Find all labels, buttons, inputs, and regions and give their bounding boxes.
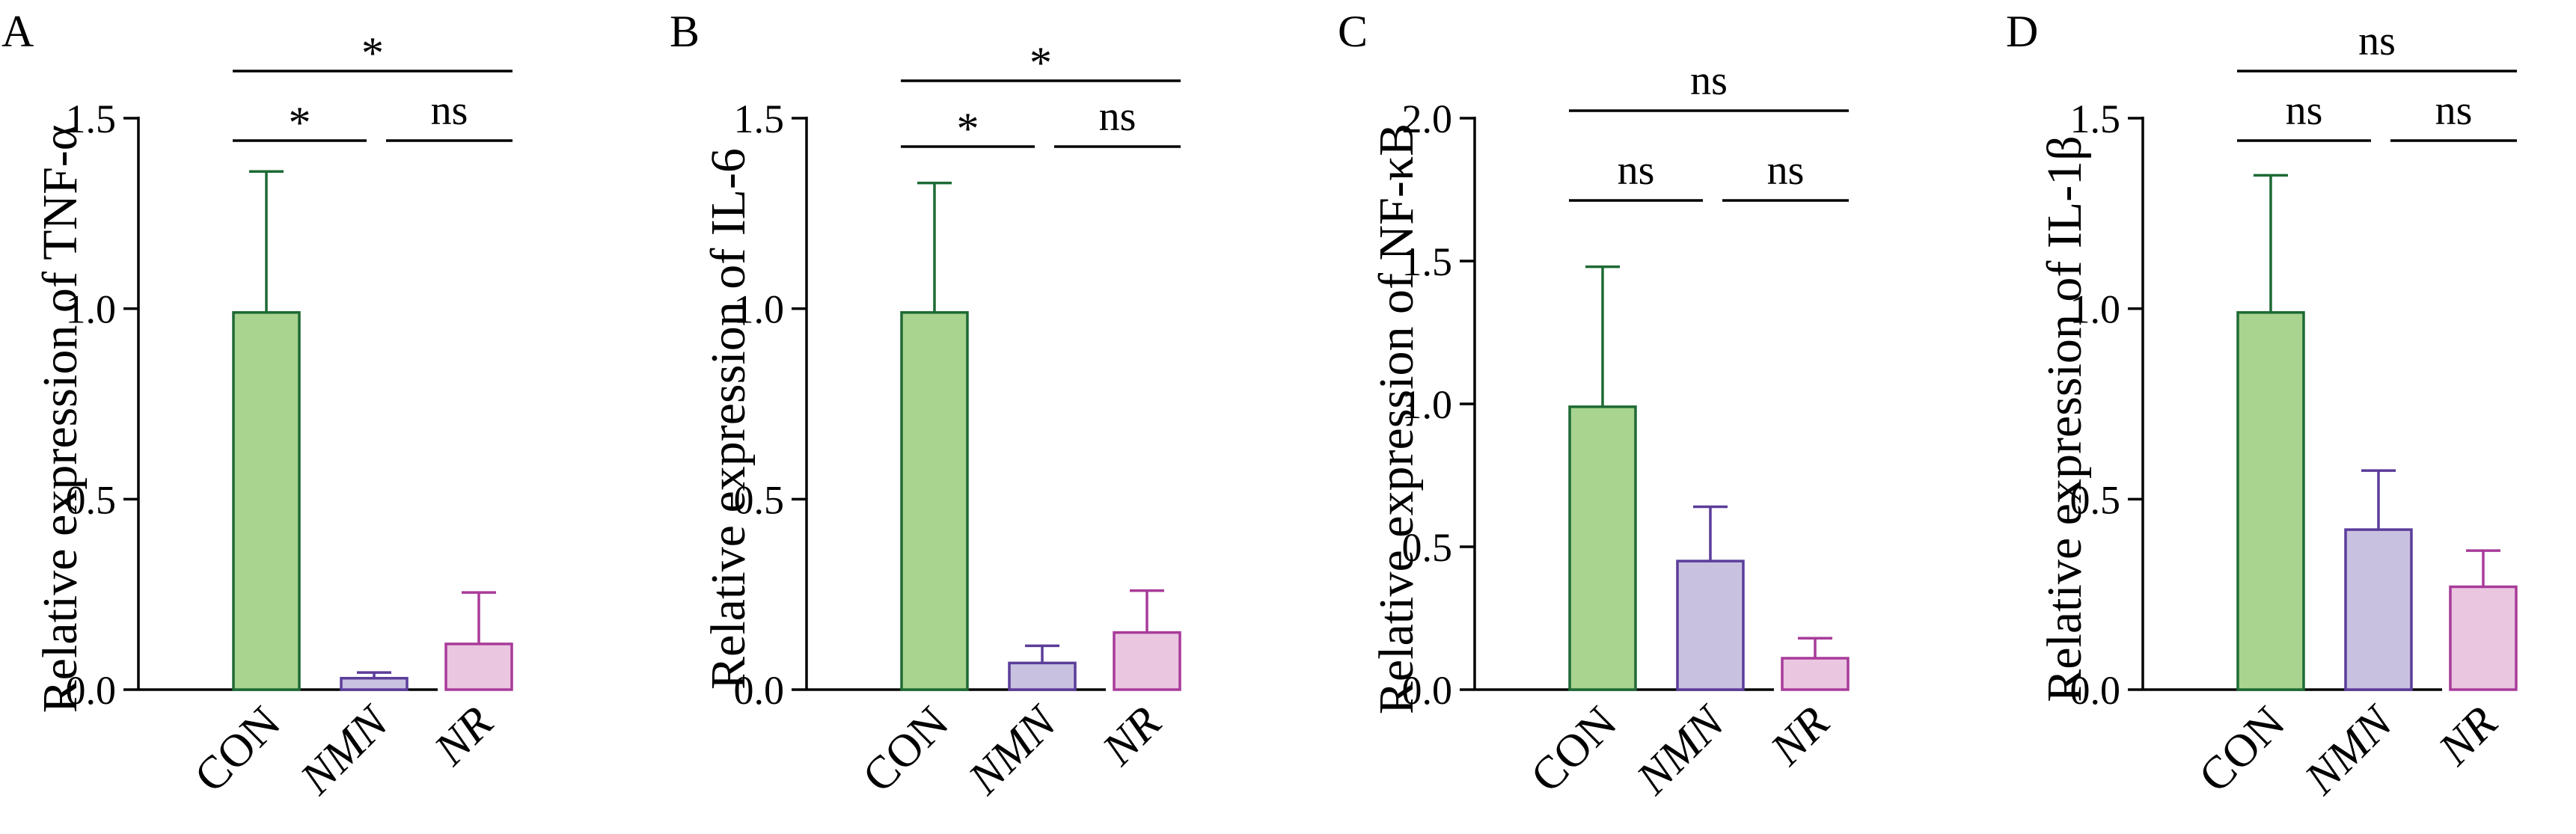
x-tick-label-nmn: NMN — [1627, 695, 1736, 804]
x-tick-label-con: CON — [185, 697, 290, 803]
significance-label: ns — [1690, 58, 1728, 104]
y-axis-label: Relative expression of IL-1β — [2037, 135, 2092, 702]
y-tick-label: 0.0 — [734, 668, 785, 713]
x-tick-label-nr: NR — [2429, 697, 2507, 776]
x-tick-label-nmn: NMN — [290, 695, 400, 804]
bar-nr — [444, 643, 513, 691]
y-axis-label: Relative expression of IL-6 — [701, 148, 756, 690]
significance-label: * — [1030, 38, 1052, 88]
bar-nmn — [1676, 559, 1745, 691]
panel-letter: B — [670, 7, 700, 56]
panel-A: A Relative expression of TNF-α0.0 0.5 1.0 1.… — [1, 7, 513, 805]
y-tick-label: 1.0 — [66, 287, 117, 332]
bar-con — [1568, 405, 1637, 691]
y-axis-label: Relative expression of NF-κB — [1369, 123, 1424, 714]
x-tick-label-nmn: NMN — [2295, 695, 2404, 804]
y-tick-label: 0.0 — [1402, 668, 1453, 713]
bar-nr — [2449, 585, 2518, 691]
y-tick-label: 0.5 — [734, 477, 785, 522]
x-tick-label-nr: NR — [424, 697, 503, 776]
y-tick-label: 1.5 — [734, 96, 785, 141]
y-tick-label: 1.5 — [1402, 239, 1453, 284]
x-tick-label-con: CON — [1521, 697, 1627, 803]
panel-B: B Relative expression of IL-60.0 0.5 1.0 1.5… — [670, 7, 1181, 805]
y-tick-label: 0.5 — [1402, 525, 1453, 570]
y-tick-label: 0.5 — [66, 477, 117, 522]
significance-label: ns — [431, 88, 468, 134]
bar-con — [232, 311, 301, 691]
significance-label: ns — [1099, 93, 1136, 140]
bar-nmn — [1008, 661, 1077, 691]
panel-D: D Relative expression of IL-1β0.0 0.5 1.0 1.… — [2006, 7, 2518, 805]
x-tick-label-con: CON — [853, 697, 958, 803]
bar-nmn — [340, 676, 409, 691]
significance-label: * — [957, 104, 979, 153]
significance-label: ns — [2435, 88, 2473, 134]
bar-nmn — [2344, 528, 2413, 691]
bar-nr — [1781, 657, 1850, 691]
y-axis-label: Relative expression of TNF-α — [33, 125, 88, 714]
y-tick-label: 1.5 — [2070, 96, 2121, 141]
bar-nr — [1113, 631, 1181, 691]
x-tick-label-nr: NR — [1760, 697, 1839, 776]
x-tick-label-nr: NR — [1092, 697, 1171, 776]
y-tick-label: 0.5 — [2070, 477, 2121, 522]
y-tick-label: 1.0 — [2070, 287, 2121, 332]
significance-label: ns — [1767, 147, 1805, 194]
significance-label: * — [289, 98, 311, 147]
panel-letter: D — [2006, 7, 2038, 56]
panel-letter: A — [1, 7, 34, 56]
y-tick-label: 1.5 — [66, 96, 117, 141]
y-tick-label: 0.0 — [2070, 668, 2121, 713]
bar-con — [900, 311, 969, 691]
significance-label: ns — [2286, 88, 2323, 134]
x-tick-label-con: CON — [2189, 697, 2295, 803]
y-tick-label: 1.0 — [1402, 382, 1453, 427]
y-tick-label: 0.0 — [66, 668, 117, 713]
panel-letter: C — [1338, 7, 1368, 56]
bar-con — [2236, 311, 2305, 691]
y-tick-label: 2.0 — [1402, 96, 1453, 141]
significance-label: ns — [2358, 18, 2396, 64]
x-tick-label-nmn: NMN — [958, 695, 1068, 804]
panel-C: C Relative expression of NF-κB0.0 0.5 1.0 1.… — [1338, 7, 1850, 805]
y-tick-label: 1.0 — [734, 287, 785, 332]
significance-label: ns — [1618, 147, 1655, 194]
significance-label: * — [361, 28, 384, 78]
